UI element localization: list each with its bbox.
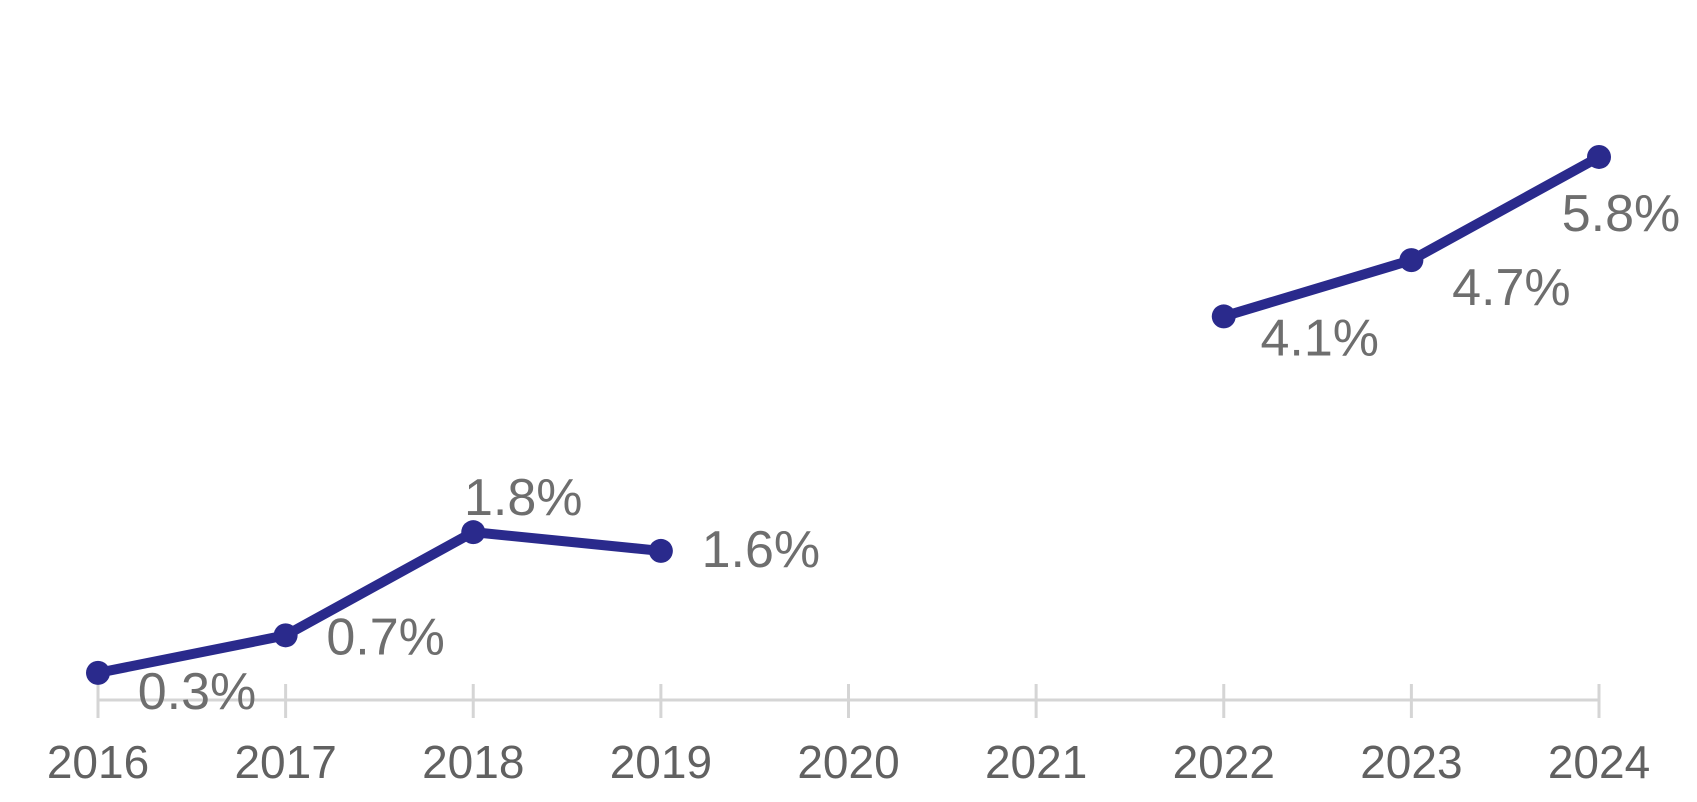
x-axis-tick-label: 2017 (234, 736, 336, 788)
data-point-2017 (273, 623, 298, 648)
data-point-2023 (1399, 248, 1424, 273)
data-label-2024: 5.8% (1562, 185, 1681, 243)
data-label-2023: 4.7% (1452, 259, 1571, 317)
data-point-2016 (86, 660, 110, 685)
x-axis-tick-label: 2018 (422, 736, 524, 788)
data-label-2018: 1.8% (464, 469, 583, 527)
data-point-2024 (1587, 144, 1611, 169)
data-label-2017: 0.7% (326, 608, 445, 666)
x-axis-tick-label: 2023 (1360, 736, 1462, 788)
data-point-2018 (461, 520, 486, 545)
data-label-2016: 0.3% (138, 663, 257, 721)
x-axis-tick-label: 2016 (47, 736, 149, 788)
x-axis-tick-label: 2024 (1548, 736, 1650, 788)
data-label-2019: 1.6% (702, 521, 821, 579)
data-point-2022 (1211, 304, 1236, 329)
x-axis-tick-label: 2020 (797, 736, 899, 788)
data-label-2022: 4.1% (1260, 309, 1379, 367)
x-axis-tick-label: 2022 (1173, 736, 1275, 788)
series-line-segment (93, 527, 666, 678)
x-axis-tick-label: 2019 (610, 736, 712, 788)
x-axis-tick-label: 2021 (985, 736, 1087, 788)
data-point-2019 (648, 538, 673, 563)
